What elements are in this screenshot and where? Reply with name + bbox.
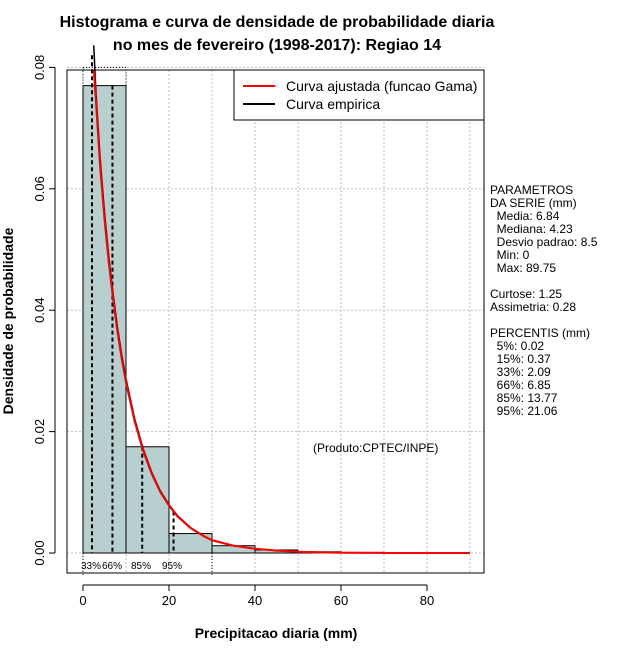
percentile-label: 66% — [102, 561, 122, 572]
y-axis-label: Densidade de probabilidade — [0, 227, 16, 414]
stats-line: Media: 6.84 — [490, 209, 560, 223]
stats-line: 66%: 6.85 — [490, 378, 551, 392]
y-tick-label: 0.06 — [32, 176, 47, 201]
y-tick-label: 0.00 — [32, 540, 47, 565]
stats-line: 15%: 0.37 — [490, 352, 551, 366]
first-bin-outline — [82, 66, 127, 554]
curves — [92, 45, 470, 554]
percentile-label: 85% — [131, 561, 151, 572]
chart-title-line-1: Histograma e curva de densidade de proba… — [60, 14, 495, 31]
stats-line: Assimetria: 0.28 — [490, 300, 576, 314]
stats-line: PARAMETROS — [490, 183, 573, 197]
y-tick-label: 0.08 — [32, 55, 47, 80]
x-tick-label: 80 — [420, 593, 434, 608]
x-axis-label: Precipitacao diaria (mm) — [195, 625, 358, 641]
legend-fitted-label: Curva ajustada (funcao Gama) — [286, 78, 477, 94]
x-tick-label: 20 — [162, 593, 176, 608]
stats-line: Curtose: 1.25 — [490, 287, 562, 301]
legend-box — [233, 69, 485, 121]
credit-text: (Produto:CPTEC/INPE) — [313, 441, 438, 455]
stats-line: Desvio padrao: 8.5 — [490, 235, 598, 249]
y-axis: 0.00 0.02 0.04 0.06 0.08 — [32, 55, 56, 566]
y-tick-label: 0.02 — [32, 419, 47, 444]
stats-line: 33%: 2.09 — [490, 365, 551, 379]
histogram-bars — [82, 66, 470, 575]
x-tick-label: 0 — [79, 593, 86, 608]
stats-line: 85%: 13.77 — [490, 391, 558, 405]
fitted-gamma-curve — [92, 69, 470, 554]
stats-line: Mediana: 4.23 — [490, 222, 573, 236]
chart-title-line-2: no mes de fevereiro (1998-2017): Regiao … — [113, 37, 441, 54]
stats-line: Max: 89.75 — [490, 261, 556, 275]
percentile-label: 95% — [162, 561, 182, 572]
histogram-bar — [82, 85, 127, 554]
y-tick-label: 0.04 — [32, 298, 47, 323]
legend-empirical-label: Curva empirica — [286, 96, 380, 112]
percentile-lines: 33% 66% 85% 95% — [81, 55, 182, 572]
stats-line: 95%: 21.06 — [490, 404, 558, 418]
stats-line: Min: 0 — [490, 248, 530, 262]
x-tick-label: 40 — [248, 593, 262, 608]
stats-line: PERCENTIS (mm) — [490, 326, 590, 340]
x-axis: 0 20 40 60 80 — [79, 584, 434, 608]
legend: Curva ajustada (funcao Gama) Curva empir… — [233, 69, 485, 121]
percentile-label: 33% — [81, 561, 101, 572]
histogram-bar — [211, 545, 256, 554]
stats-line: 5%: 0.02 — [490, 339, 544, 353]
stats-line: DA SERIE (mm) — [490, 196, 577, 210]
x-tick-label: 60 — [334, 593, 348, 608]
